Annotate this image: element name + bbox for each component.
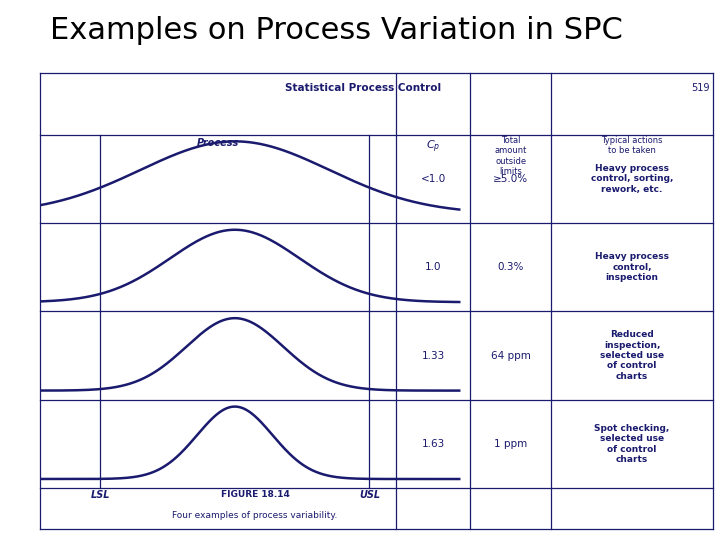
Text: Statistical Process Control: Statistical Process Control xyxy=(284,83,441,93)
Text: 0.3%: 0.3% xyxy=(498,262,524,272)
Text: 1 ppm: 1 ppm xyxy=(494,439,528,449)
Text: <1.0: <1.0 xyxy=(420,174,446,184)
Text: Heavy process
control,
inspection: Heavy process control, inspection xyxy=(595,252,669,282)
Text: $C_p$: $C_p$ xyxy=(426,138,441,154)
Text: 1.33: 1.33 xyxy=(422,350,445,361)
Text: Four examples of process variability.: Four examples of process variability. xyxy=(172,511,338,520)
Text: Typical actions
to be taken: Typical actions to be taken xyxy=(601,136,663,156)
Text: Total
amount
outside
limits: Total amount outside limits xyxy=(495,136,527,176)
Text: ≥5.0%: ≥5.0% xyxy=(493,174,528,184)
Text: Heavy process
control, sorting,
rework, etc.: Heavy process control, sorting, rework, … xyxy=(591,164,673,194)
Text: USL: USL xyxy=(359,490,380,501)
Text: Reduced
inspection,
selected use
of control
charts: Reduced inspection, selected use of cont… xyxy=(600,330,664,381)
Text: Process: Process xyxy=(197,138,239,148)
Text: 519: 519 xyxy=(691,83,709,93)
Text: Examples on Process Variation in SPC: Examples on Process Variation in SPC xyxy=(50,16,624,45)
Text: 64 ppm: 64 ppm xyxy=(491,350,531,361)
Text: LSL: LSL xyxy=(91,490,110,501)
Text: 1.0: 1.0 xyxy=(426,262,441,272)
Text: FIGURE 18.14: FIGURE 18.14 xyxy=(220,490,289,500)
Text: Spot checking,
selected use
of control
charts: Spot checking, selected use of control c… xyxy=(595,424,670,464)
Text: 1.63: 1.63 xyxy=(422,439,445,449)
